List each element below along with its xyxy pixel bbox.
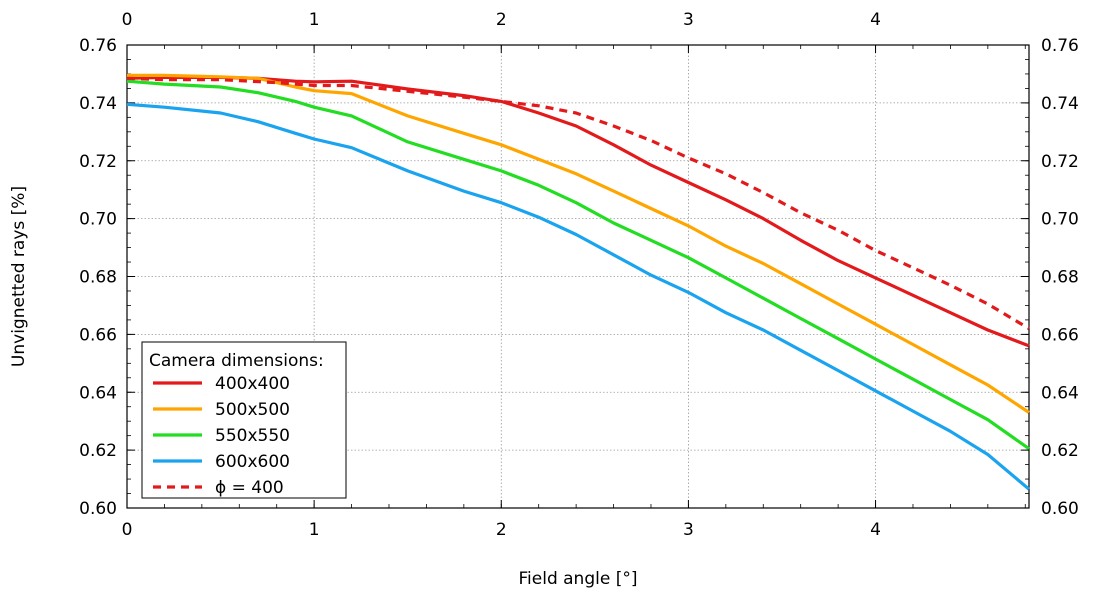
legend: Camera dimensions: 400x400 500x500 550x550… — [141, 341, 347, 499]
axes-layer: 0 0 1 1 2 2 3 3 4 4 0.60 0.60 0.62 0.62 0.64 0.64 0.66 0.… — [79, 10, 1079, 540]
x-tick-label-bottom: 1 — [309, 520, 320, 540]
legend-box — [141, 341, 347, 499]
y-tick-label-left: 0.68 — [79, 268, 117, 288]
x-tick-label-top: 4 — [870, 10, 881, 30]
y-tick-label-right: 0.68 — [1041, 268, 1079, 288]
series-line-1 — [127, 73, 1030, 414]
y-tick-label-left: 0.74 — [79, 94, 117, 114]
y-tick-label-left: 0.64 — [79, 383, 117, 403]
y-tick-label-right: 0.60 — [1041, 499, 1079, 519]
x-tick-label-bottom: 2 — [496, 520, 507, 540]
y-tick-label-left: 0.60 — [79, 499, 117, 519]
legend-label-2: 550x550 — [215, 426, 290, 446]
legend-label-0: 400x400 — [215, 374, 290, 394]
legend-label-3: 600x600 — [215, 452, 290, 472]
series-line-3 — [126, 102, 1031, 491]
x-tick-label-top: 2 — [496, 10, 507, 30]
y-tick-label-left: 0.70 — [79, 210, 117, 230]
x-tick-label-top: 3 — [683, 10, 694, 30]
y-tick-label-right: 0.64 — [1041, 383, 1079, 403]
x-tick-label-top: 1 — [309, 10, 320, 30]
series-line-4 — [126, 76, 1030, 330]
series-layer — [126, 73, 1031, 491]
series-line-2 — [126, 79, 1030, 451]
y-tick-label-right: 0.66 — [1041, 325, 1079, 345]
y-tick-label-left: 0.72 — [79, 152, 117, 172]
x-tick-label-bottom: 0 — [122, 520, 133, 540]
y-tick-label-right: 0.70 — [1041, 210, 1079, 230]
x-tick-label-bottom: 3 — [683, 520, 694, 540]
y-tick-label-left: 0.62 — [79, 441, 117, 461]
x-tick-label-bottom: 4 — [870, 520, 881, 540]
series-line-0 — [126, 75, 1030, 348]
legend-label-1: 500x500 — [215, 400, 290, 420]
legend-title: Camera dimensions: — [149, 351, 324, 371]
y-tick-label-left: 0.76 — [79, 36, 117, 56]
y-tick-label-right: 0.74 — [1041, 94, 1079, 114]
y-axis-label: Unvignetted rays [%] — [9, 186, 29, 367]
y-tick-label-left: 0.66 — [79, 325, 117, 345]
x-tick-label-top: 0 — [122, 10, 133, 30]
y-tick-label-right: 0.62 — [1041, 441, 1079, 461]
y-tick-label-right: 0.72 — [1041, 152, 1079, 172]
legend-label-4: ϕ = 400 — [215, 478, 284, 498]
x-axis-label: Field angle [°] — [519, 569, 638, 589]
y-tick-label-right: 0.76 — [1041, 36, 1079, 56]
